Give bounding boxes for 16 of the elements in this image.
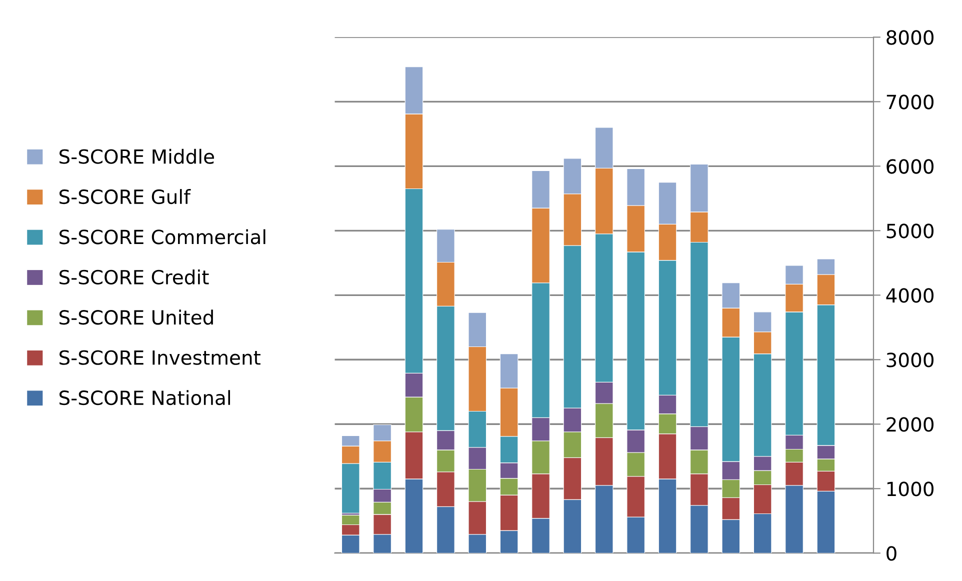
y-tick-label: 2000 [886, 417, 934, 432]
legend-label: S-SCORE Credit [60, 269, 209, 285]
y-tick-label: 3000 [886, 352, 934, 368]
y-tick-label: 7000 [886, 94, 934, 110]
y-tick-label: 0 [886, 546, 896, 561]
legend-label: S-SCORE Gulf [60, 189, 191, 204]
legend-label: S-SCORE National [60, 390, 230, 406]
y-tick-label: 4000 [886, 288, 934, 303]
y-tick-label: 8000 [886, 30, 934, 45]
y-tick-label: 1000 [887, 482, 934, 496]
legend-label: S-SCORE Commercial [60, 229, 266, 244]
y-tick-label: 6000 [886, 159, 934, 174]
legend-label: S-SCORE Investment [60, 350, 260, 365]
y-tick-label: 5000 [886, 224, 934, 238]
legend-label: S-SCORE United [60, 310, 213, 325]
legend-label: S-SCORE Middle [60, 148, 214, 164]
